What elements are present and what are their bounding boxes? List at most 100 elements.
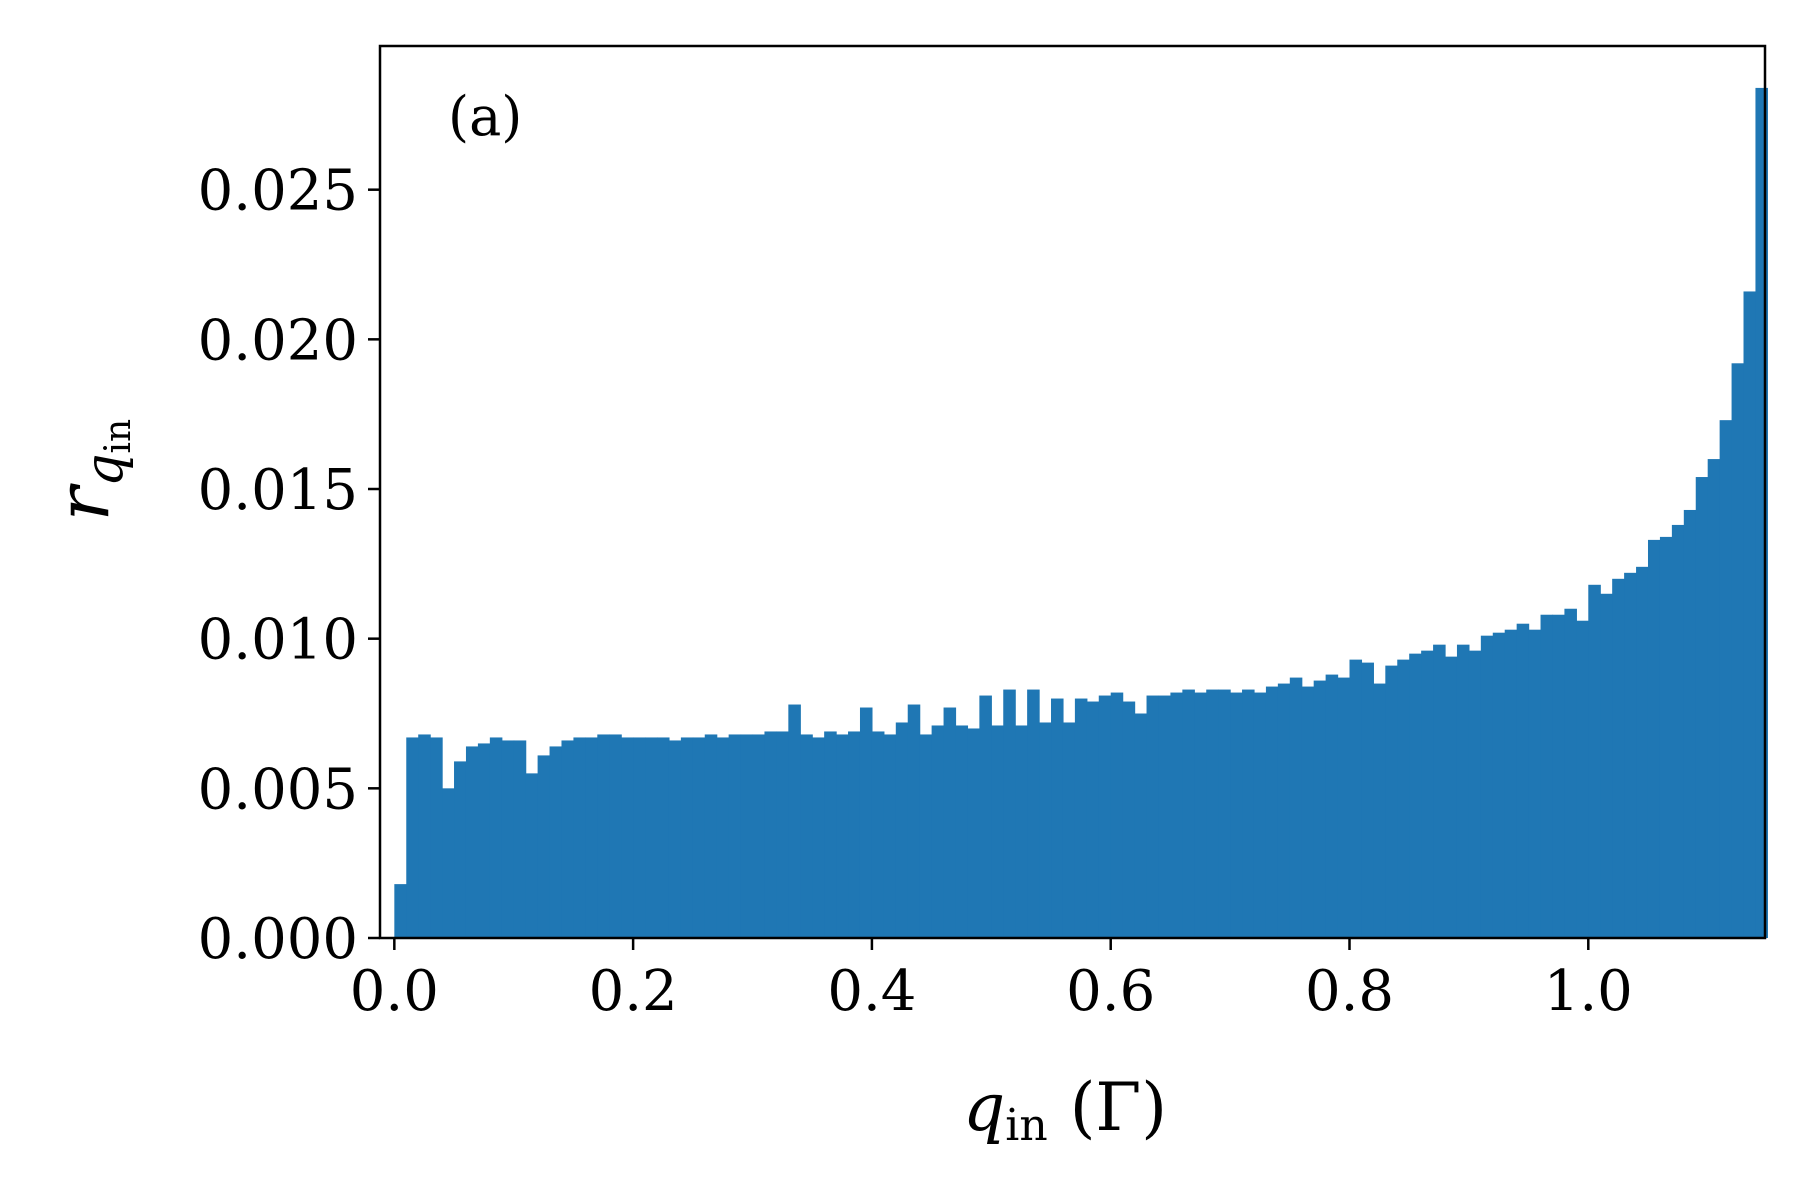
histogram-bar <box>1647 539 1661 938</box>
histogram-bar <box>1564 608 1577 938</box>
histogram-bar <box>1218 689 1231 938</box>
histogram-bar <box>1003 689 1016 938</box>
histogram-bar <box>537 755 551 938</box>
histogram-bar <box>907 704 921 938</box>
histogram-bar <box>1361 662 1374 938</box>
histogram-bar <box>1385 665 1398 938</box>
histogram-bar <box>1313 680 1327 938</box>
histogram-bar <box>501 740 515 938</box>
histogram-bar <box>1242 689 1255 938</box>
x-axis-label-sub: in <box>1005 1100 1047 1151</box>
histogram-bar <box>1719 420 1733 938</box>
histogram-bar <box>1027 689 1040 938</box>
histogram-bar <box>800 734 813 938</box>
x-tick-label: 0.0 <box>350 959 439 1024</box>
histogram-bar <box>1015 725 1028 938</box>
histogram-bar <box>1098 695 1112 938</box>
histogram-bar <box>967 728 980 938</box>
histogram-bar <box>1158 695 1172 938</box>
histogram-bar <box>1086 701 1100 938</box>
histogram-bar <box>633 737 646 938</box>
histogram-bar <box>1600 593 1613 938</box>
histogram-bar <box>1743 291 1757 938</box>
histogram-bar <box>549 746 563 938</box>
y-tick-label: 0.000 <box>198 907 358 972</box>
histogram-bar <box>1683 509 1697 938</box>
histogram-bar <box>525 773 539 938</box>
histogram-bar <box>1456 644 1470 938</box>
y-tick-label: 0.005 <box>198 757 358 822</box>
histogram-bar <box>1636 566 1649 938</box>
histogram-bar <box>1373 683 1386 938</box>
histogram-bar <box>1588 584 1601 938</box>
y-tick-label: 0.010 <box>198 608 358 673</box>
histogram-bar <box>716 737 730 938</box>
histogram-bar <box>1468 650 1482 938</box>
histogram-bar <box>1671 524 1685 938</box>
x-axis-label-unit: (Γ) <box>1070 1069 1167 1146</box>
panel-label: (a) <box>448 85 522 148</box>
histogram-bar <box>1731 363 1745 939</box>
histogram-bar <box>764 731 777 938</box>
histogram-bar <box>621 737 634 938</box>
histogram-bar <box>1409 653 1422 938</box>
x-axis-label: qin (Γ) <box>963 1069 1167 1151</box>
histogram-bar <box>1349 659 1363 938</box>
histogram-bar <box>1194 692 1207 938</box>
histogram-bar <box>1504 629 1518 938</box>
y-axis-ticks: 0.000 0.005 0.010 0.015 0.020 0.025 <box>198 159 380 972</box>
histogram-bar <box>489 737 503 938</box>
histogram-bar <box>465 746 479 938</box>
histogram-bar <box>776 731 789 938</box>
histogram-bar <box>1480 635 1494 938</box>
histogram-bar <box>704 734 718 938</box>
histogram-bar <box>740 734 754 938</box>
histogram-bar <box>848 731 861 938</box>
histogram-bar <box>1528 629 1542 938</box>
histogram-bar <box>836 734 849 938</box>
axes-frame <box>378 44 1767 940</box>
histogram-bar <box>573 737 586 938</box>
histogram-bar <box>418 734 431 938</box>
histogram-bar <box>1695 477 1709 938</box>
histogram-bar <box>1433 644 1446 938</box>
histogram-bar <box>788 704 801 938</box>
y-axis-label: rqin <box>41 419 139 521</box>
histogram-bar <box>477 743 491 938</box>
histogram-bar <box>1659 536 1673 938</box>
histogram-bar <box>824 731 837 938</box>
histogram-bar <box>943 707 957 938</box>
y-tick-label: 0.020 <box>198 308 358 373</box>
histogram-bar <box>585 737 598 938</box>
x-axis-ticks: 0.0 0.2 0.4 0.6 0.8 1.0 <box>350 938 1633 1024</box>
histogram-bar <box>955 725 969 938</box>
histogram-bar <box>1051 698 1064 938</box>
histogram-bar <box>1170 692 1183 938</box>
histogram-bar <box>1265 686 1279 938</box>
histogram-bar <box>442 788 455 938</box>
histogram-bar <box>919 734 933 938</box>
histogram-bar <box>871 731 885 938</box>
histogram-bar <box>1612 578 1625 938</box>
histogram-bar <box>728 734 742 938</box>
x-tick-label: 0.8 <box>1305 959 1394 1024</box>
histogram-bar <box>1182 689 1195 938</box>
histogram-bar <box>883 734 897 938</box>
histogram-bar <box>1325 674 1339 938</box>
histogram-bar <box>979 695 992 938</box>
histogram-bar <box>609 734 622 938</box>
x-tick-label: 0.4 <box>827 959 916 1024</box>
histogram-bar <box>859 707 873 938</box>
histogram-bar <box>1062 722 1076 938</box>
histogram-bar <box>1576 620 1589 938</box>
histogram-bar <box>657 737 670 938</box>
histogram-bar <box>812 737 825 938</box>
histogram-bar <box>692 737 706 938</box>
x-axis-label-base: q <box>963 1069 1005 1146</box>
y-axis-label-base: r <box>41 483 125 521</box>
histogram-bar <box>1707 459 1721 938</box>
histogram-bar <box>1289 677 1303 938</box>
histogram-bar <box>1337 677 1351 938</box>
histogram-bar <box>1492 632 1506 938</box>
